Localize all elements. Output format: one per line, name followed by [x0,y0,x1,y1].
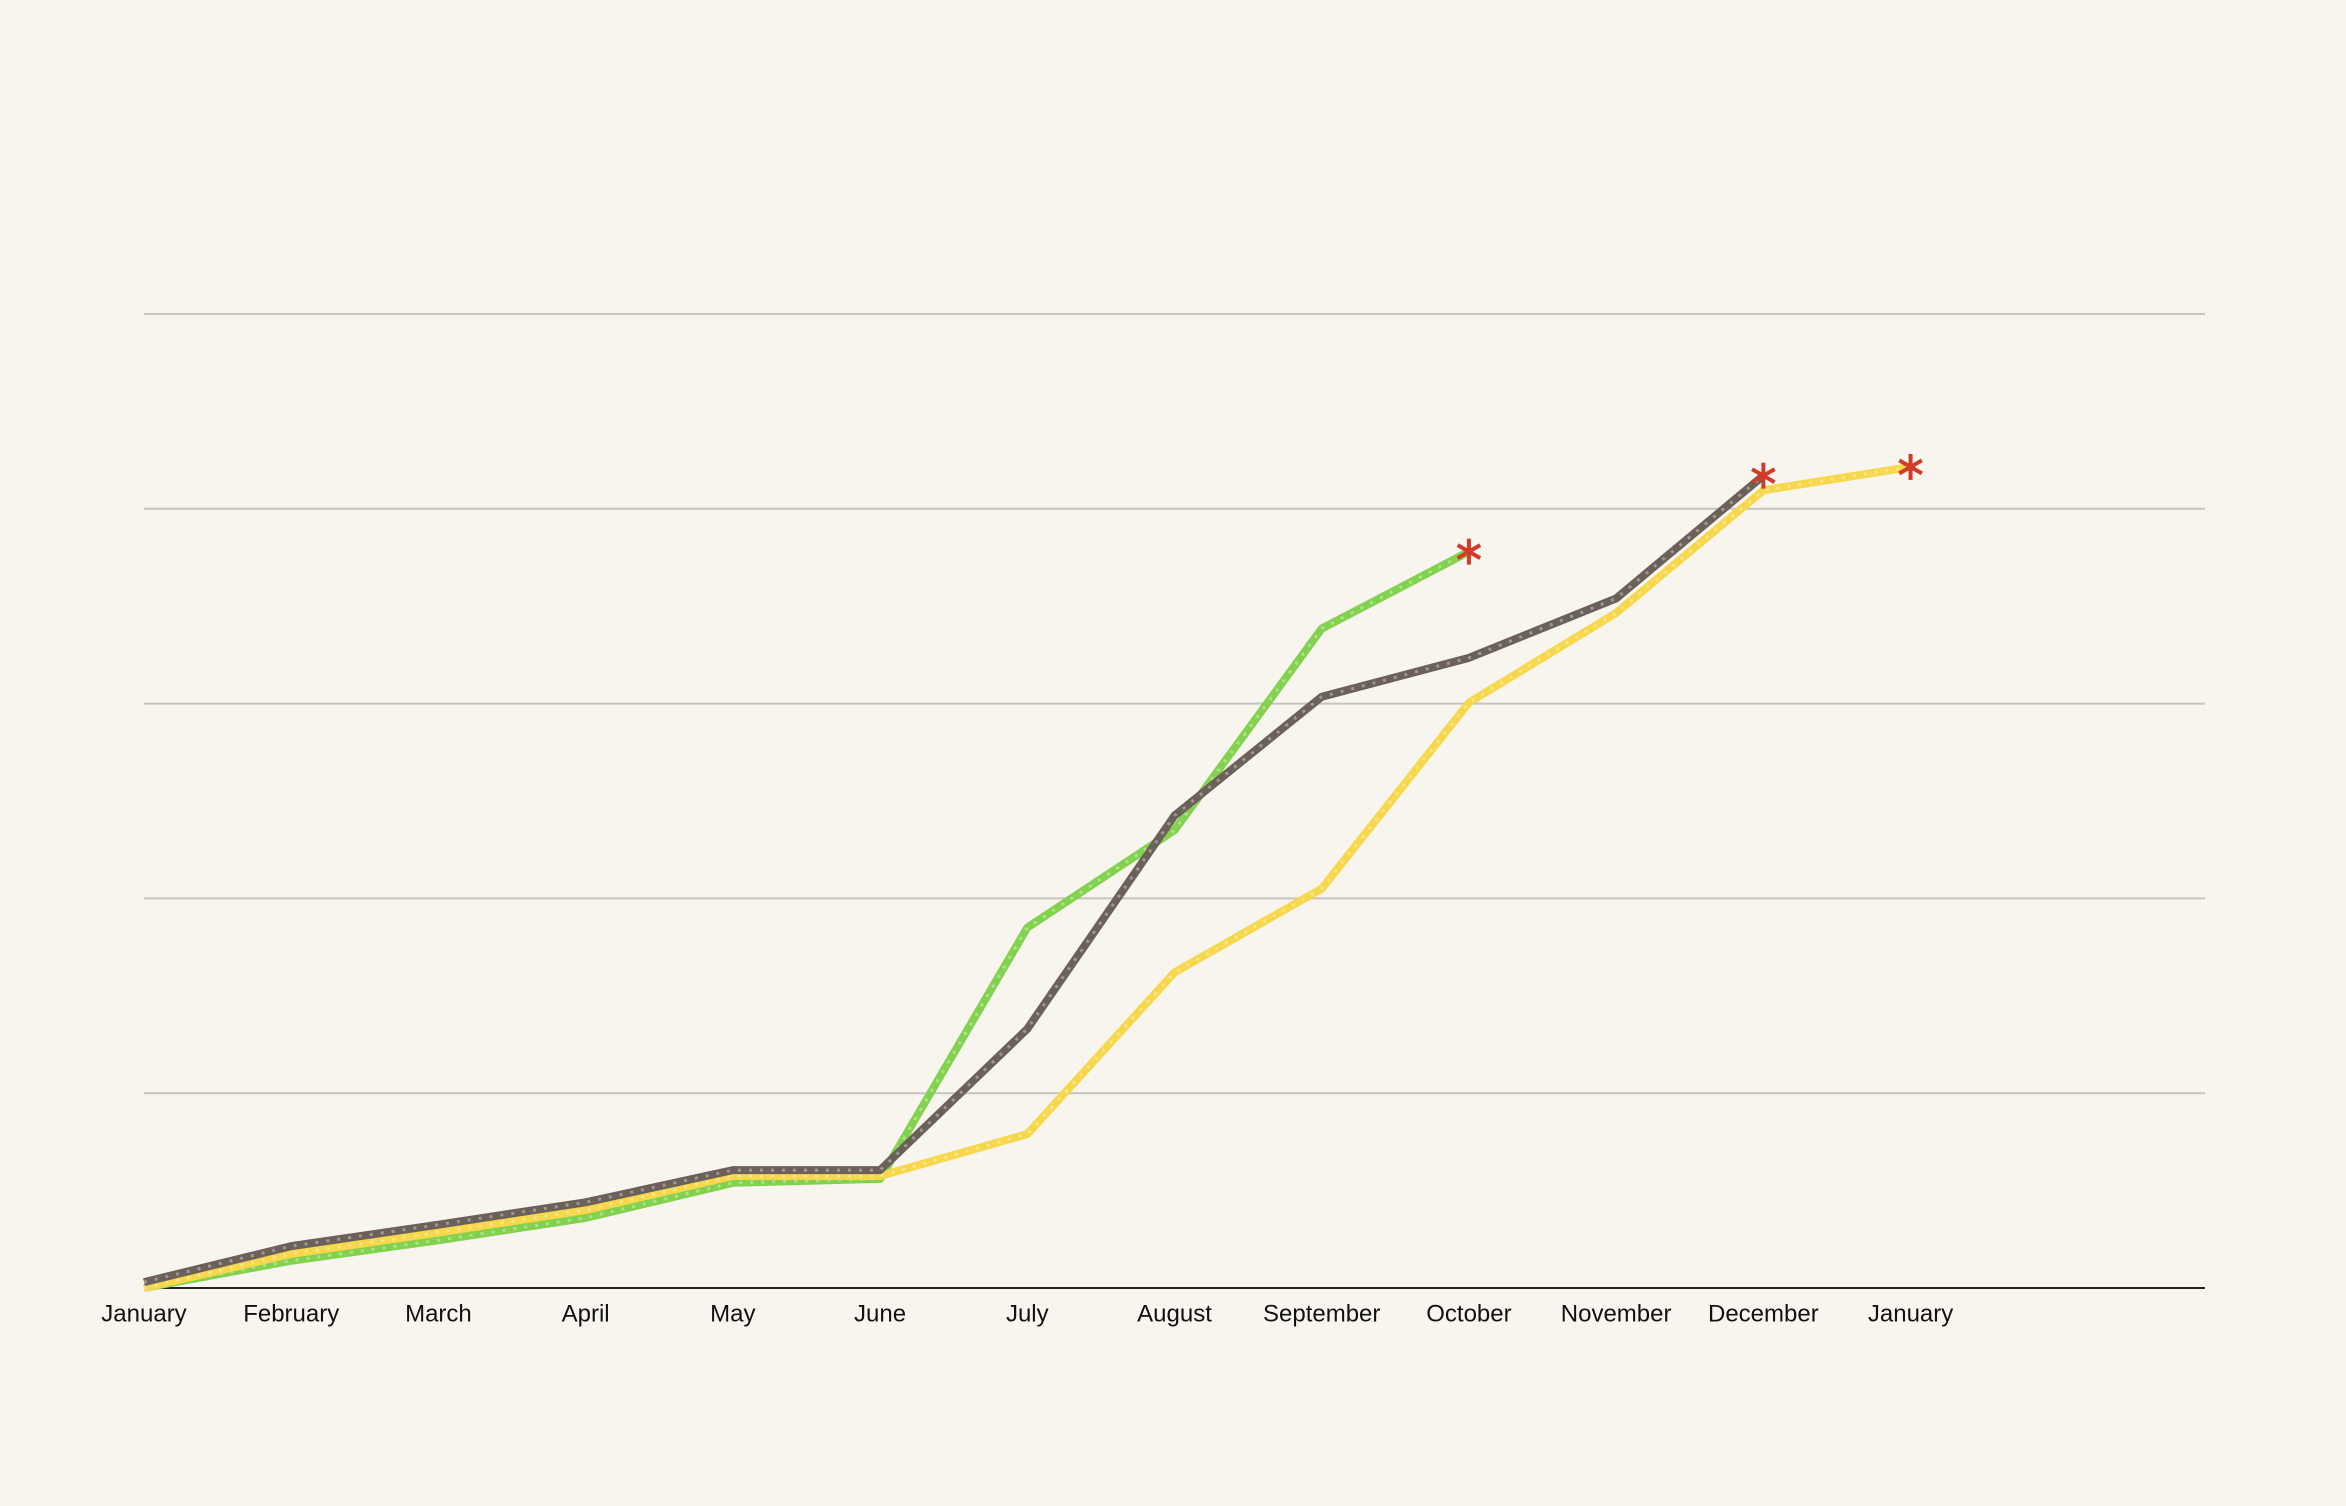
x-tick-label: February [243,1300,339,1327]
marker-stroke [1751,467,1776,484]
x-tick-label: April [562,1300,610,1327]
x-tick-label: October [1426,1300,1511,1327]
series-dots [143,465,1911,1290]
x-tick-label: August [1137,1300,1212,1327]
x-tick-label: November [1561,1300,1672,1327]
x-tick-label: January [1868,1300,1953,1327]
x-tick-label: July [1006,1300,1049,1327]
x-tick-label: January [101,1300,186,1327]
x-tick-label: December [1708,1300,1819,1327]
x-tick-label: June [854,1300,906,1327]
series-dots [143,474,1765,1284]
marker-stroke [1898,458,1923,476]
series-line [143,462,1912,1292]
end-marker [1898,453,1923,480]
end-marker [1456,538,1482,565]
series-dots [143,550,1470,1290]
end-marker [1751,462,1776,489]
x-tick-label: May [710,1300,755,1327]
series-line [143,472,1766,1287]
x-tick-label: September [1263,1300,1380,1327]
series-line [143,548,1471,1292]
x-tick-label: March [405,1300,472,1327]
marker-stroke [1456,543,1482,560]
